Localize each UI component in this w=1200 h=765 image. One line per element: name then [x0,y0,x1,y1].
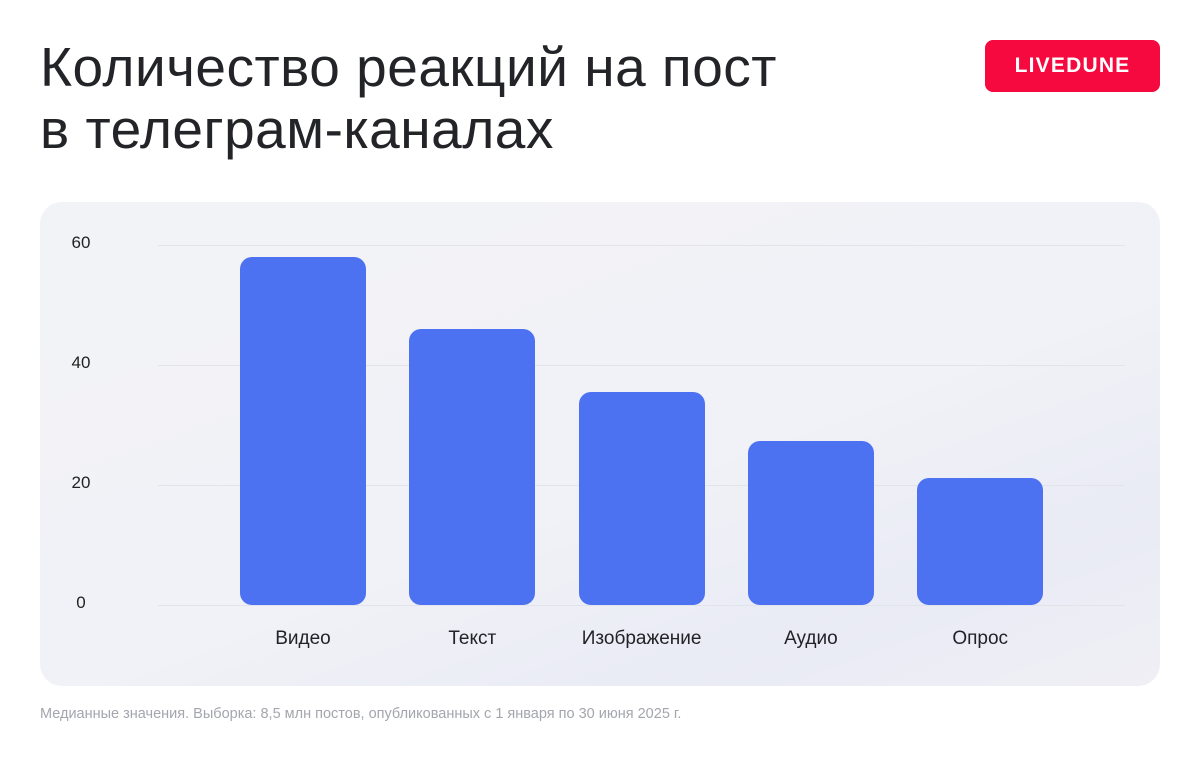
bar [409,329,536,605]
y-axis-tick-label: 60 [71,233,91,252]
bar [578,392,705,605]
title-line-1: Количество реакций на пост [40,36,777,98]
bar [747,441,874,605]
x-axis-category-label: Видео [275,628,331,649]
y-axis-tick-label: 20 [71,473,91,492]
footnote: Медианные значения. Выборка: 8,5 млн пос… [40,706,682,722]
gridline [158,605,1125,606]
gridline [158,245,1125,246]
bar [917,477,1044,605]
x-axis-category-label: Текст [448,628,497,649]
x-axis-category-label: Аудио [784,628,838,649]
y-axis-tick-label: 0 [76,593,86,612]
page-title: Количество реакций на пост в телеграм-ка… [40,36,777,160]
y-axis-tick-label: 40 [71,353,91,372]
x-axis-category-label: Опрос [952,628,1009,649]
title-line-2: в телеграм-каналах [40,98,554,160]
gridline [158,365,1125,366]
bar [240,257,366,605]
x-axis-category-label: Изображение [581,628,702,649]
livedune-logo-badge: LIVEDUNE [985,40,1160,92]
